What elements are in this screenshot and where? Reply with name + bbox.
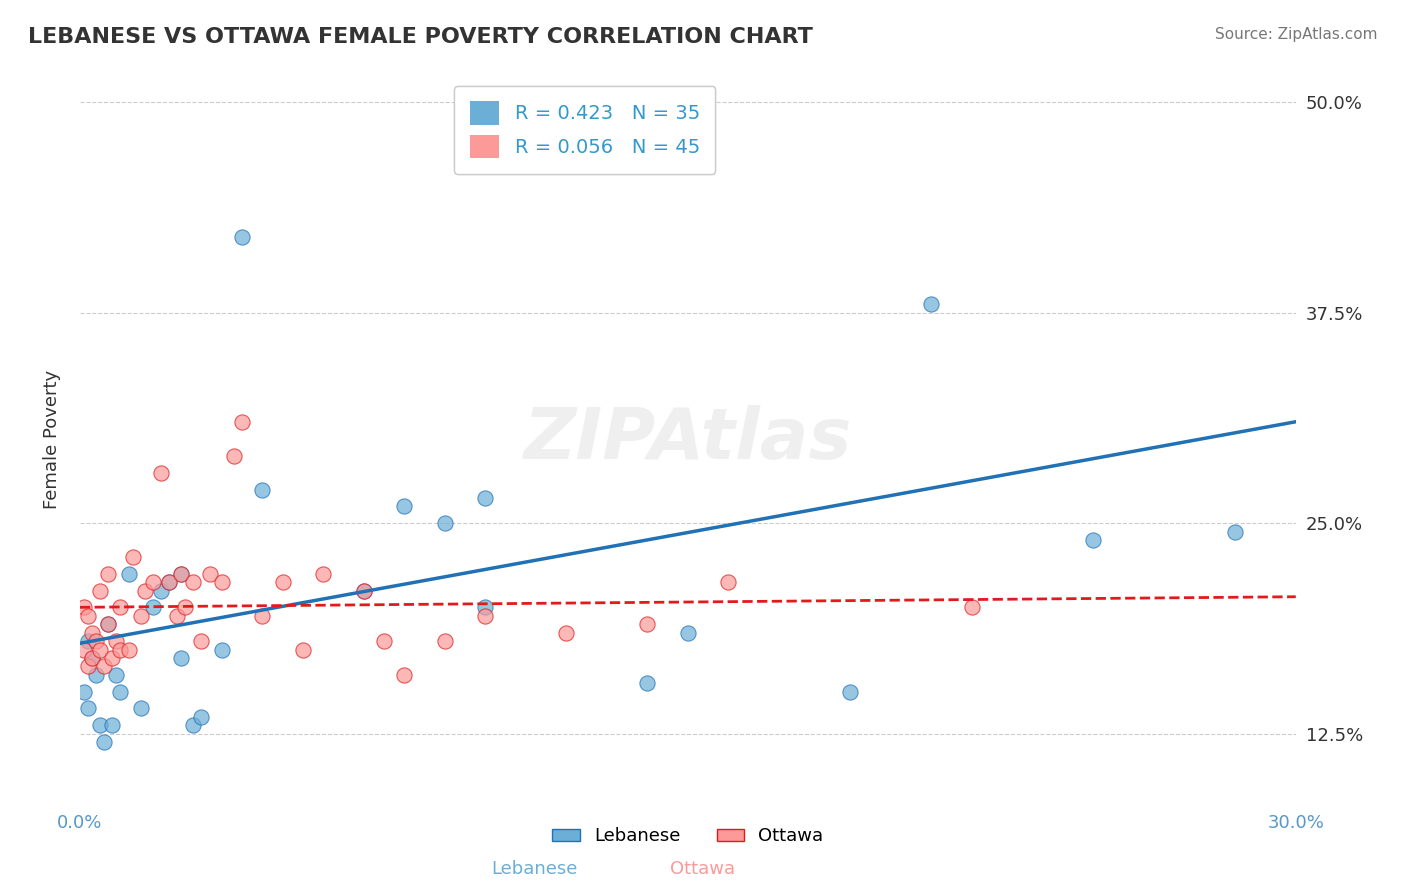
Point	[183, 718, 205, 732]
Point	[73, 642, 96, 657]
Point	[149, 466, 172, 480]
Text: LEBANESE VS OTTAWA FEMALE POVERTY CORRELATION CHART: LEBANESE VS OTTAWA FEMALE POVERTY CORREL…	[28, 27, 813, 46]
Y-axis label: Female Poverty: Female Poverty	[44, 369, 60, 508]
Point	[73, 600, 96, 615]
Point	[717, 575, 740, 590]
Point	[596, 128, 619, 143]
Point	[80, 651, 103, 665]
Point	[84, 634, 107, 648]
Text: Ottawa: Ottawa	[671, 860, 735, 878]
Point	[211, 642, 233, 657]
Point	[80, 625, 103, 640]
Point	[920, 297, 942, 311]
Text: Source: ZipAtlas.com: Source: ZipAtlas.com	[1215, 27, 1378, 42]
Point	[105, 634, 128, 648]
Point	[157, 575, 180, 590]
Point	[110, 684, 132, 698]
Point	[89, 583, 111, 598]
Point	[474, 600, 496, 615]
Point	[117, 566, 139, 581]
Point	[80, 651, 103, 665]
Point	[433, 516, 456, 531]
Point	[129, 701, 152, 715]
Point	[170, 566, 193, 581]
Point	[101, 651, 124, 665]
Point	[636, 617, 658, 632]
Point	[89, 642, 111, 657]
Point	[142, 600, 165, 615]
Point	[134, 583, 156, 598]
Point	[97, 617, 120, 632]
Point	[676, 625, 699, 640]
Point	[1081, 533, 1104, 547]
Point	[105, 668, 128, 682]
Point	[198, 566, 221, 581]
Point	[271, 575, 294, 590]
Point	[89, 718, 111, 732]
Text: Lebanese: Lebanese	[491, 860, 578, 878]
Point	[121, 549, 143, 564]
Point	[84, 668, 107, 682]
Point	[474, 491, 496, 505]
Point	[77, 659, 100, 673]
Point	[170, 651, 193, 665]
Point	[110, 642, 132, 657]
Point	[222, 449, 245, 463]
Point	[1223, 524, 1246, 539]
Point	[93, 735, 115, 749]
Point	[839, 684, 862, 698]
Point	[77, 608, 100, 623]
Point	[73, 684, 96, 698]
Point	[252, 483, 274, 497]
Point	[636, 676, 658, 690]
Point	[231, 230, 253, 244]
Point	[555, 625, 578, 640]
Point	[291, 642, 314, 657]
Point	[77, 634, 100, 648]
Point	[110, 600, 132, 615]
Point	[170, 566, 193, 581]
Point	[157, 575, 180, 590]
Point	[474, 608, 496, 623]
Point	[97, 566, 120, 581]
Point	[231, 415, 253, 429]
Point	[252, 608, 274, 623]
Point	[129, 608, 152, 623]
Point	[190, 710, 212, 724]
Point	[142, 575, 165, 590]
Point	[392, 668, 415, 682]
Point	[353, 583, 375, 598]
Point	[433, 634, 456, 648]
Point	[93, 659, 115, 673]
Point	[183, 575, 205, 590]
Point	[77, 701, 100, 715]
Point	[174, 600, 197, 615]
Point	[149, 583, 172, 598]
Text: ZIPAtlas: ZIPAtlas	[523, 405, 852, 474]
Point	[117, 642, 139, 657]
Point	[166, 608, 188, 623]
Point	[373, 634, 395, 648]
Point	[190, 634, 212, 648]
Point	[960, 600, 983, 615]
Point	[101, 718, 124, 732]
Point	[353, 583, 375, 598]
Point	[97, 617, 120, 632]
Point	[392, 500, 415, 514]
Point	[312, 566, 335, 581]
Legend: R = 0.423   N = 35, R = 0.056   N = 45: R = 0.423 N = 35, R = 0.056 N = 45	[454, 86, 716, 174]
Point	[211, 575, 233, 590]
